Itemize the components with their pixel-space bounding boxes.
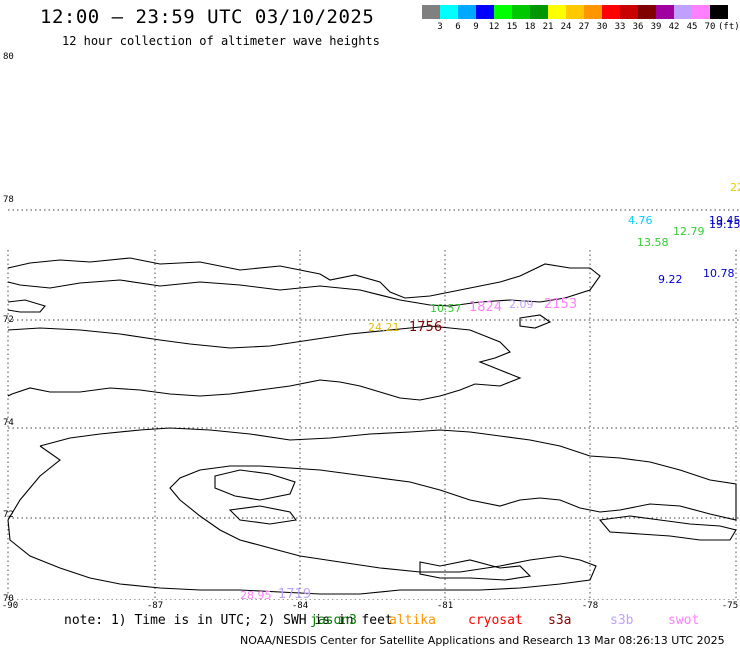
wave-height-label: 19.15 — [709, 218, 740, 231]
legend-swatch — [458, 5, 476, 19]
legend-swatch — [674, 5, 692, 19]
legend-label: 45 — [686, 22, 698, 32]
lon-label: -75 — [721, 601, 739, 611]
legend-swatch — [584, 5, 602, 19]
legend-swatch — [620, 5, 638, 19]
wave-height-label: 19.45 — [709, 214, 740, 227]
wave-height-label: 1824 — [469, 300, 503, 315]
lat-label: 74 — [3, 418, 14, 428]
legend-labels: 3 6 9 12 15 18 21 24 27 30 33 36 39 42 45 70 — [422, 22, 740, 34]
legend-label: 39 — [650, 22, 662, 32]
wave-height-label: 22 — [730, 181, 740, 194]
lat-label: 80 — [3, 52, 14, 62]
legend-label: 15 — [506, 22, 518, 32]
footnote: note: 1) Time is in UTC; 2) SWH is in fe… — [64, 613, 393, 628]
legend-label: 70 — [704, 22, 716, 32]
legend-swatch — [710, 5, 728, 19]
legend-label: 33 — [614, 22, 626, 32]
legend-swatch — [638, 5, 656, 19]
wave-height-label: 2153 — [544, 297, 578, 312]
wave-height-label: 12.79 — [673, 225, 705, 238]
wave-height-map — [7, 209, 740, 600]
legend-swatches — [422, 5, 728, 19]
satellite-jason3: jason3 — [310, 613, 357, 628]
wave-height-label: 13.58 — [637, 236, 669, 249]
satellite-s3b: s3b — [610, 613, 634, 628]
wave-height-label: 10.57 — [430, 302, 462, 315]
coast-northern-island — [7, 257, 601, 307]
legend-swatch — [602, 5, 620, 19]
legend-label: 42 — [668, 22, 680, 32]
coast-inlet-2 — [228, 505, 297, 525]
legend-label: 24 — [560, 22, 572, 32]
lat-label: 72 — [3, 315, 14, 325]
wave-height-label: 9.22 — [658, 273, 683, 286]
legend-swatch — [692, 5, 710, 19]
wave-height-label: 24.21 — [368, 321, 400, 334]
lon-label: -78 — [581, 601, 599, 611]
coast-baffin-island — [7, 325, 522, 401]
legend-swatch — [566, 5, 584, 19]
lon-label: -84 — [291, 601, 309, 611]
wave-height-label: 4.76 — [628, 214, 653, 227]
coast-islet-2 — [519, 314, 552, 329]
coast-east-islands — [598, 515, 737, 541]
wave-height-label: 28.95 — [240, 589, 272, 602]
grid-lines — [7, 209, 740, 600]
color-legend: 3 6 9 12 15 18 21 24 27 30 33 36 39 42 45 70 (ft) — [422, 5, 740, 32]
wave-height-label: 1756 — [409, 320, 443, 335]
legend-unit: (ft) — [718, 22, 740, 32]
legend-label: 6 — [455, 22, 461, 32]
lon-label: -90 — [1, 601, 19, 611]
lon-label: -81 — [436, 601, 454, 611]
map-title: 12:00 – 23:59 UTC 03/10/2025 — [40, 6, 375, 28]
legend-label: 36 — [632, 22, 644, 32]
coast-southern-peninsula — [7, 427, 737, 595]
satellite-s3a: s3a — [548, 613, 572, 628]
legend-swatch — [512, 5, 530, 19]
legend-label: 9 — [473, 22, 479, 32]
credit-footer: NOAA/NESDIS Center for Satellite Applica… — [240, 634, 725, 647]
legend-label: 30 — [596, 22, 608, 32]
legend-label: 3 — [437, 22, 443, 32]
legend-swatch — [530, 5, 548, 19]
coastlines — [7, 257, 737, 595]
legend-swatch — [440, 5, 458, 19]
satellite-cryosat: cryosat — [468, 613, 523, 628]
coast-inlet-1 — [214, 469, 296, 501]
legend-swatch — [656, 5, 674, 19]
map-subtitle: 12 hour collection of altimeter wave hei… — [62, 34, 380, 48]
wave-height-label: 2.09 — [509, 298, 534, 311]
legend-swatch — [422, 5, 440, 19]
lat-label: 70 — [3, 594, 14, 604]
lat-label: 78 — [3, 195, 14, 205]
satellite-swot: swot — [668, 613, 700, 628]
lat-label: 72 — [3, 510, 14, 520]
satellite-altika: altika — [389, 613, 436, 628]
legend-swatch — [476, 5, 494, 19]
coast-islet — [7, 299, 46, 313]
legend-label: 18 — [524, 22, 536, 32]
wave-height-label: 10.78 — [703, 267, 735, 280]
legend-swatch — [548, 5, 566, 19]
coast-lower-islands — [419, 559, 532, 581]
legend-label: 12 — [488, 22, 500, 32]
wave-height-label: 1719 — [278, 587, 312, 602]
legend-swatch — [494, 5, 512, 19]
lon-label: -87 — [146, 601, 164, 611]
legend-label: 21 — [542, 22, 554, 32]
legend-label: 27 — [578, 22, 590, 32]
